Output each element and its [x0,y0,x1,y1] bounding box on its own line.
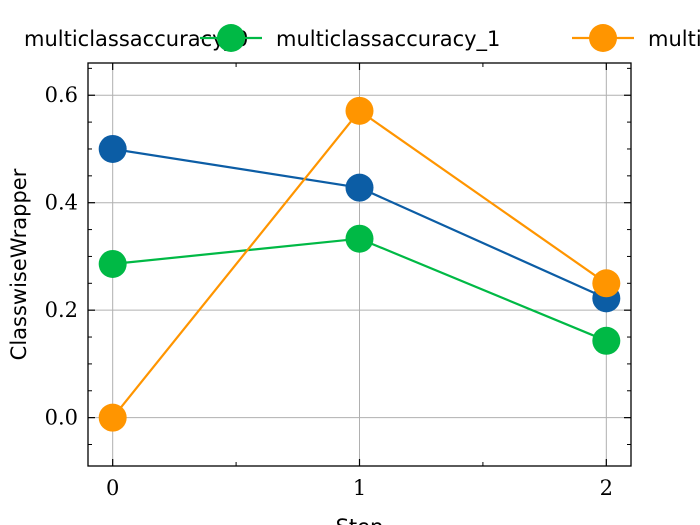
x-axis-label: Step [336,515,384,525]
legend: multiclassaccuracy_0 multiclassaccuracy_1… [24,24,700,52]
axis-ticks: 0 1 2 0.0 0.2 0.4 0.6 [45,63,631,500]
series-layer [98,96,621,432]
legend-label: multiclassaccuracy_1 [276,27,500,52]
series-1 [98,224,621,355]
legend-entry: multiclassaccuracy_2 [572,24,700,52]
y-tick-label: 0.0 [45,406,78,430]
x-tick-label: 2 [600,476,613,500]
legend-marker [217,24,245,52]
legend-label: multiclassaccuracy_2 [648,27,700,52]
y-axis-label: ClasswiseWrapper [7,168,31,360]
legend-label: multiclassaccuracy_0 [24,27,248,52]
data-point [345,96,374,125]
y-tick-label: 0.4 [45,191,78,215]
x-tick-label: 0 [106,476,119,500]
y-tick-label: 0.2 [45,298,78,322]
data-point [98,134,127,163]
data-point [345,224,374,253]
x-tick-label: 1 [353,476,366,500]
y-tick-label: 0.6 [45,83,78,107]
data-point [345,173,374,202]
legend-entry: multiclassaccuracy_1 [200,24,500,52]
series-2 [98,96,621,432]
data-point [592,269,621,298]
grid [88,63,631,466]
legend-entry: multiclassaccuracy_0 [24,27,248,52]
data-point [98,403,127,432]
data-point [98,249,127,278]
legend-marker [589,24,617,52]
data-point [592,326,621,355]
